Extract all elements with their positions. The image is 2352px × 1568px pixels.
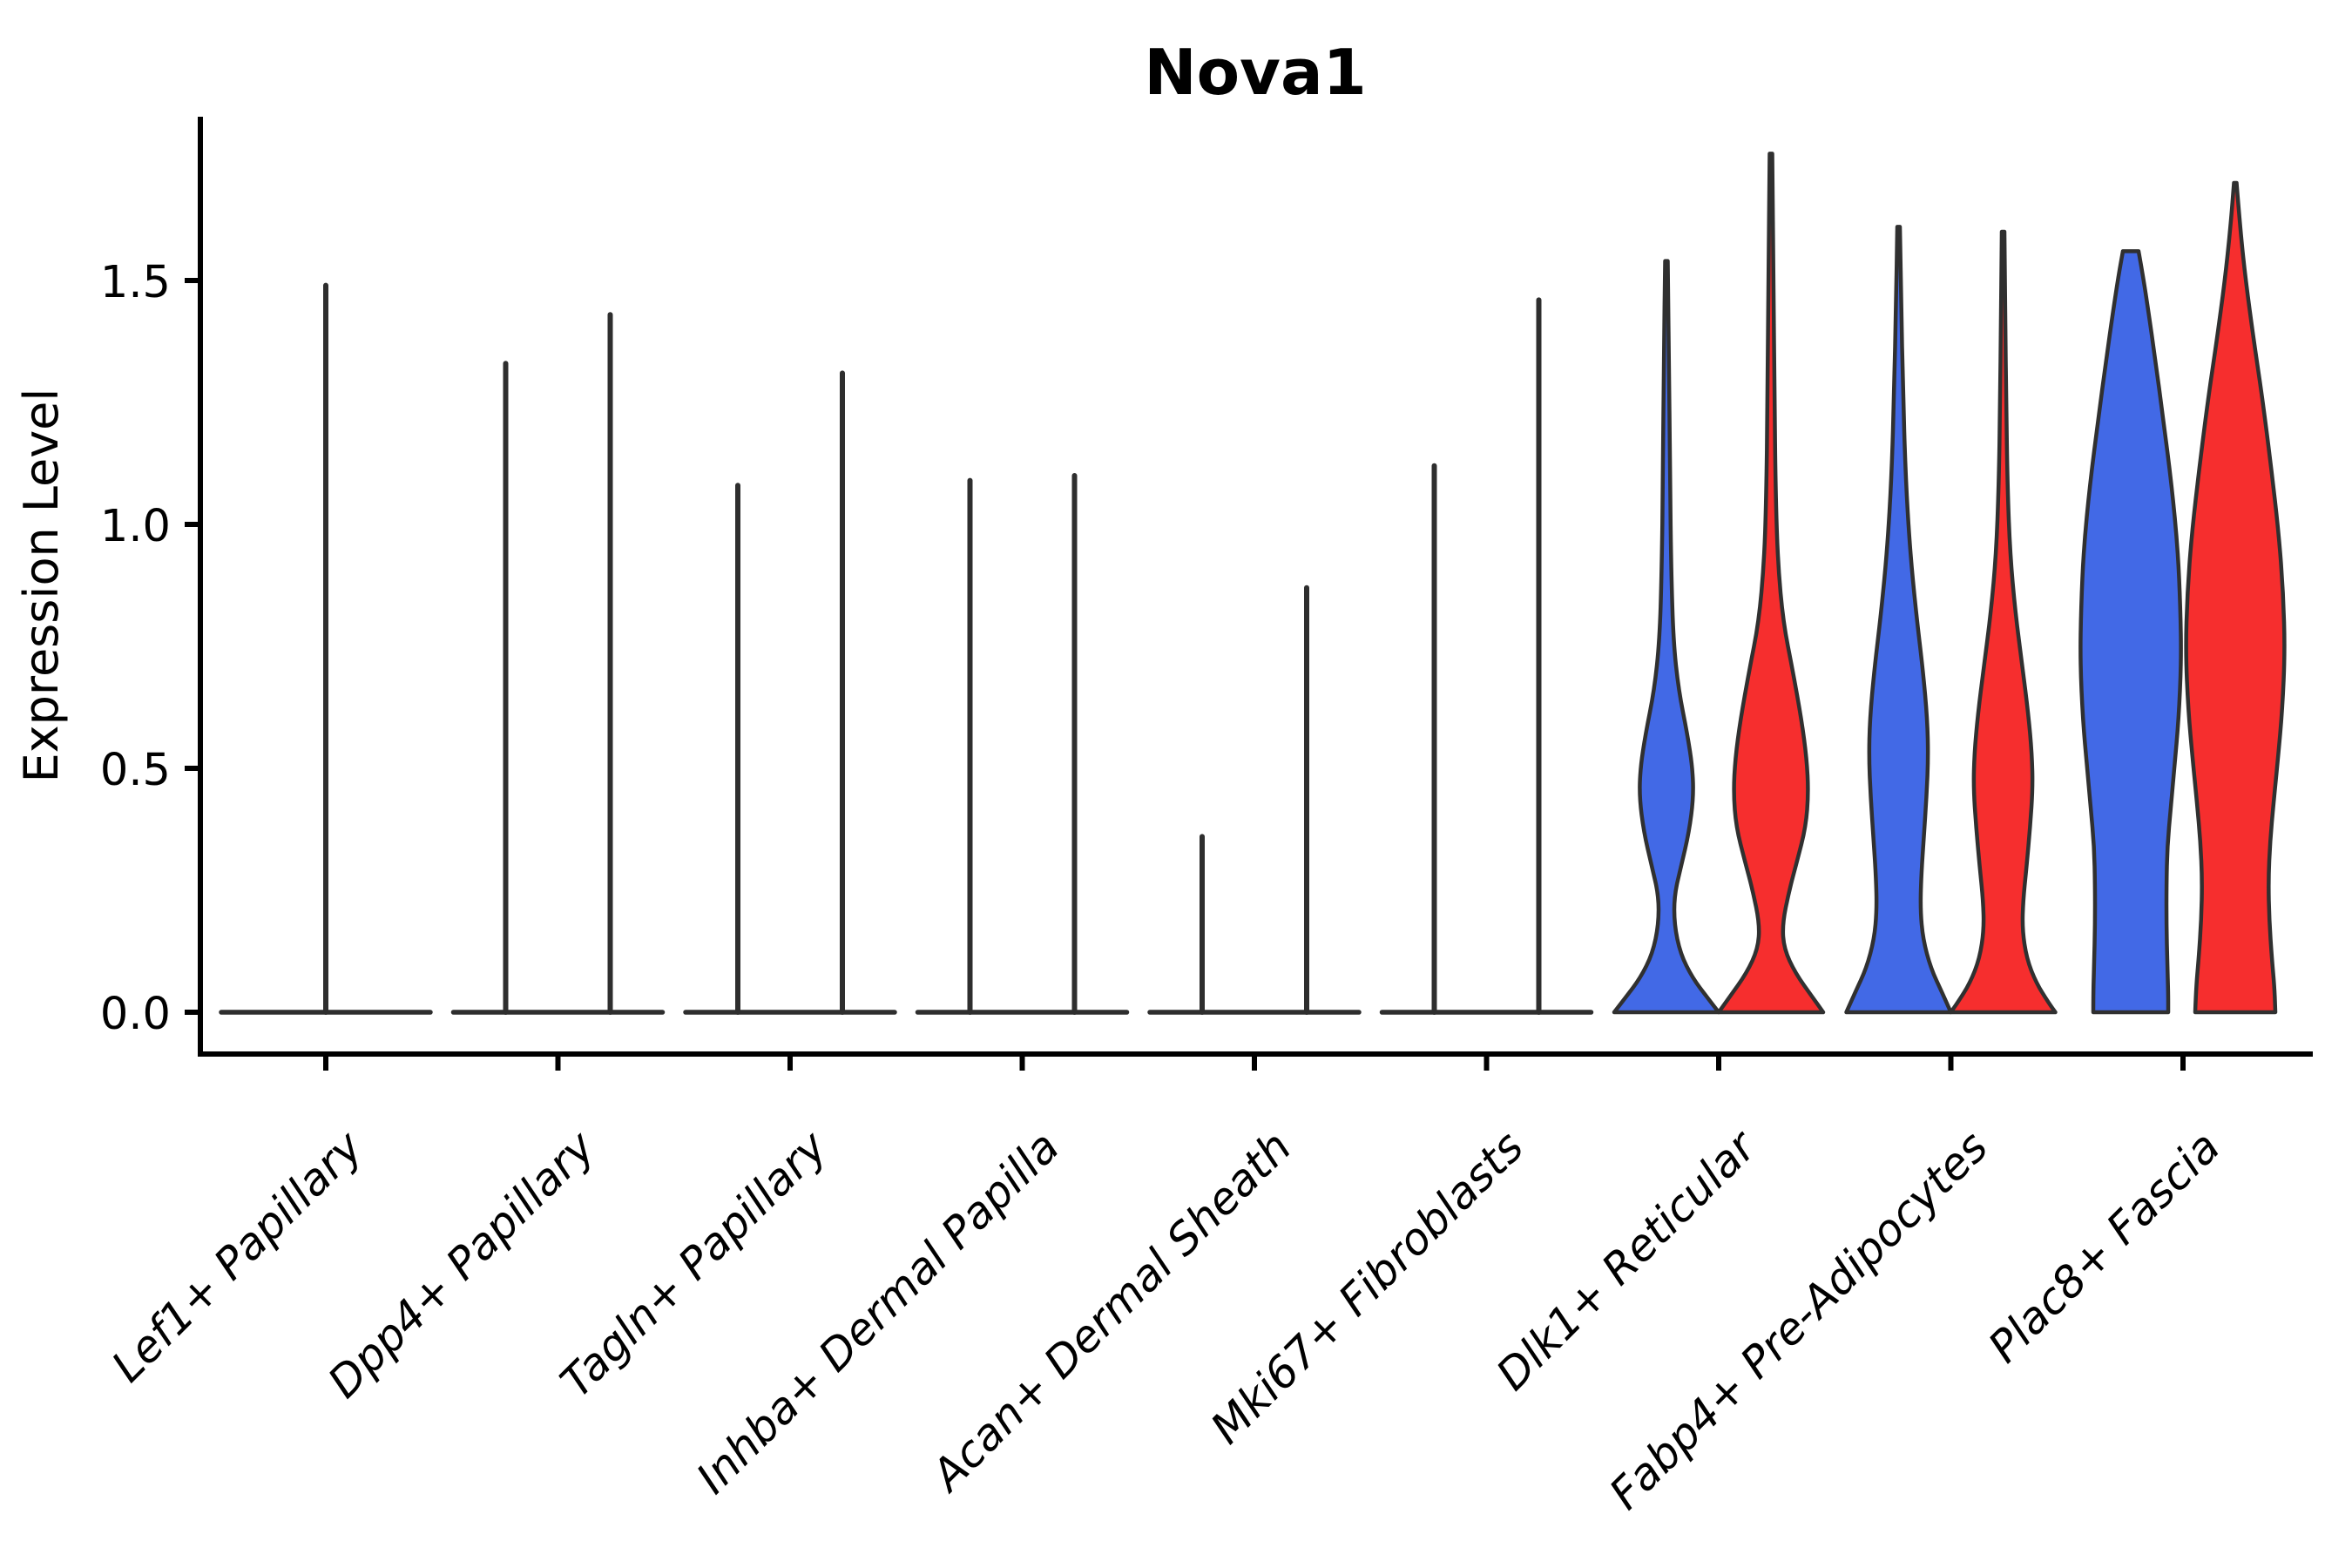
x-tick-mark: [1019, 1057, 1025, 1071]
violins: [219, 152, 2287, 1015]
violin-red: [1716, 152, 1826, 1015]
violin-red: [1949, 229, 2058, 1015]
violin-blue: [2078, 249, 2183, 1015]
x-tick-mark: [555, 1057, 561, 1071]
y-tick-label: 1.5: [100, 257, 171, 308]
chart-title: Nova1: [1144, 36, 1366, 109]
x-axis-spine: [198, 1051, 2313, 1057]
y-axis-label: Expression Level: [14, 389, 69, 783]
x-tick-label: Plac8+ Fascia: [1979, 1121, 2230, 1372]
y-axis-spine: [198, 117, 203, 1057]
violin-blue: [1844, 225, 1953, 1015]
y-tick-label: 1.0: [100, 501, 171, 552]
y-tick-mark: [185, 1010, 198, 1015]
y-tick-mark: [185, 278, 198, 283]
axes: 0.0 0.5 1.0 1.5: [100, 117, 2313, 1071]
y-tick-label: 0.0: [100, 989, 171, 1040]
x-tick-mark: [787, 1057, 793, 1071]
x-tick-mark: [1484, 1057, 1490, 1071]
y-tick-mark: [185, 766, 198, 771]
x-tick-mark: [1716, 1057, 1721, 1071]
x-tick-label: Fabp4+ Pre-Adipocytes: [1599, 1121, 1997, 1519]
x-tick-mark: [1252, 1057, 1257, 1071]
y-tick-mark: [185, 522, 198, 527]
x-tick-mark: [323, 1057, 328, 1071]
x-tick-label: Lef1+ Papillary: [102, 1120, 373, 1391]
violin-red: [2184, 180, 2287, 1015]
y-tick-label: 0.5: [100, 745, 171, 796]
violin-blue: [1612, 259, 1721, 1015]
x-tick-mark: [2180, 1057, 2186, 1071]
x-tick-mark: [1948, 1057, 1954, 1071]
